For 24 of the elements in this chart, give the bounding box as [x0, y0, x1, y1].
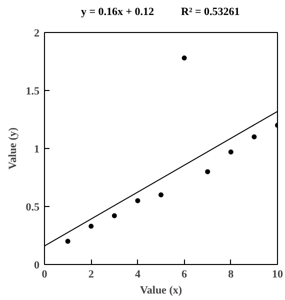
x-axis-title: Value (x)	[140, 284, 182, 296]
text: R² = 0.53261	[181, 5, 240, 20]
point	[135, 198, 140, 204]
x-tick-label: 4	[134, 268, 141, 280]
x-tick-label: 10	[272, 268, 284, 280]
y-tick-label: 0.5	[26, 202, 40, 214]
y-tick-label: 0	[34, 260, 40, 272]
point	[112, 213, 117, 218]
x-tick-label: 0	[42, 268, 48, 280]
x-tick-label: 8	[228, 268, 234, 280]
y-tick-label: 1	[34, 144, 40, 156]
y-axis-title: Value (y)	[6, 127, 19, 170]
point	[182, 56, 187, 61]
point	[228, 149, 234, 154]
x-tick-label: 2	[88, 268, 94, 280]
point	[205, 169, 210, 174]
y-tick-label: 1.5	[26, 86, 40, 98]
y-tick-label: 2	[34, 28, 40, 40]
point	[158, 192, 164, 198]
point	[252, 134, 257, 140]
point	[65, 238, 70, 244]
x-tick-label: 6	[182, 268, 188, 280]
point	[88, 224, 94, 229]
text: y = 0.16x + 0.12	[81, 5, 154, 20]
